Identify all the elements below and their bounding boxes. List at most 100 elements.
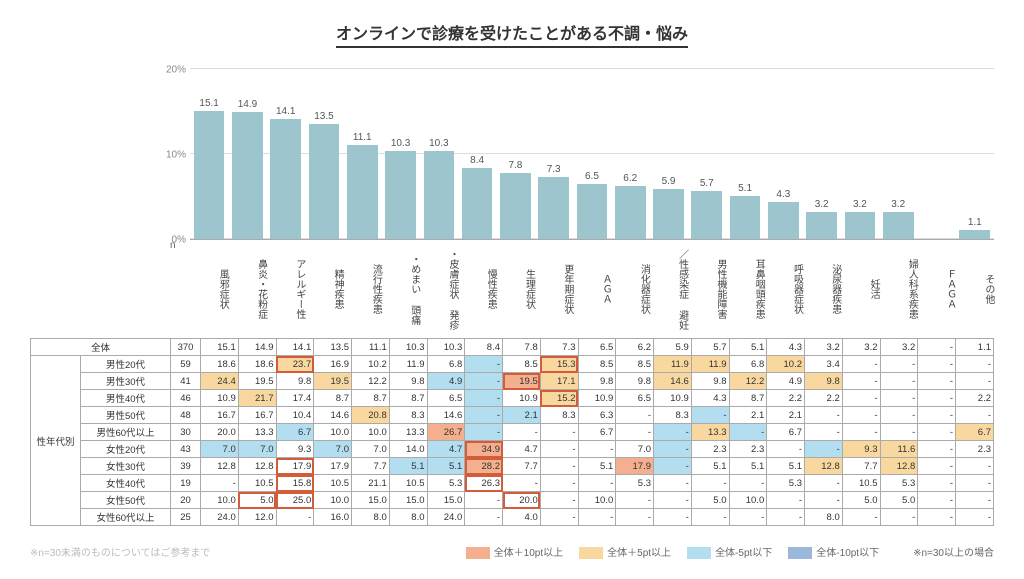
table-cell: - [729, 509, 767, 526]
table-cell: 10.4 [276, 407, 314, 424]
table-cell: 7.8 [503, 339, 541, 356]
table-cell: 11.9 [691, 356, 729, 373]
table-cell: 4.9 [767, 373, 805, 390]
table-cell: 8.3 [654, 407, 692, 424]
n-cell: 20 [171, 492, 201, 509]
table-cell: - [465, 492, 503, 509]
category-label: 消化器症状 [611, 240, 649, 334]
data-table: 全体37015.114.914.113.511.110.310.38.47.87… [30, 338, 994, 526]
bar-value-label: 3.2 [853, 199, 867, 210]
table-cell: 28.2 [465, 458, 503, 475]
table-cell: - [691, 509, 729, 526]
row-header: 男性20代 [81, 356, 171, 373]
table-cell: 10.5 [842, 475, 880, 492]
table-cell: - [465, 407, 503, 424]
n-cell: 59 [171, 356, 201, 373]
table-cell: 5.1 [767, 458, 805, 475]
table-cell: 2.3 [729, 441, 767, 458]
category-label: ＦＡＧＡ [917, 240, 955, 334]
table-cell: 10.0 [314, 492, 352, 509]
table-cell: 8.0 [389, 509, 427, 526]
legend-note-left: ※n=30未満のものについてはご参考まで [30, 544, 210, 559]
table-cell: 10.9 [578, 390, 616, 407]
table-cell: 10.5 [314, 475, 352, 492]
table-cell: 6.2 [616, 339, 654, 356]
table-cell: - [616, 407, 654, 424]
table-cell: - [805, 492, 843, 509]
bar [615, 186, 646, 239]
table-cell: 11.9 [654, 356, 692, 373]
bar-value-label: 15.1 [199, 98, 218, 109]
table-cell: - [767, 441, 805, 458]
table-cell: 7.7 [842, 458, 880, 475]
table-cell: 1.1 [956, 339, 994, 356]
n-cell: 25 [171, 509, 201, 526]
table-cell: - [616, 424, 654, 441]
category-label: 妊活 [841, 240, 879, 334]
table-cell: 3.2 [842, 339, 880, 356]
table-cell: 16.9 [314, 356, 352, 373]
bar [653, 189, 684, 239]
table-cell: - [540, 424, 578, 441]
table-cell: - [918, 339, 956, 356]
table-cell: 10.0 [201, 492, 239, 509]
category-label: ＡＧＡ [573, 240, 611, 334]
table-cell: 3.2 [805, 339, 843, 356]
table-cell: - [956, 475, 994, 492]
table-cell: 7.7 [352, 458, 390, 475]
bar [883, 212, 914, 239]
table-cell: 12.2 [729, 373, 767, 390]
table-cell: 13.3 [389, 424, 427, 441]
table-cell: 2.1 [767, 407, 805, 424]
table-cell: - [918, 407, 956, 424]
table-cell: 16.0 [314, 509, 352, 526]
table-cell: - [842, 390, 880, 407]
category-label: 精神疾患 [305, 240, 343, 334]
table-cell: - [691, 407, 729, 424]
table-cell: 2.2 [767, 390, 805, 407]
table-cell: 14.9 [238, 339, 276, 356]
table-cell: - [654, 492, 692, 509]
table-cell: 17.9 [276, 458, 314, 475]
table-cell: 8.5 [503, 356, 541, 373]
category-label: 流行性疾患 [343, 240, 381, 334]
table-cell: - [805, 475, 843, 492]
table-cell: 11.9 [389, 356, 427, 373]
table-cell: 16.7 [201, 407, 239, 424]
table-cell: 20.0 [201, 424, 239, 441]
table-cell: - [465, 356, 503, 373]
table-cell: - [540, 492, 578, 509]
table-cell: - [880, 407, 918, 424]
table-cell: 12.8 [238, 458, 276, 475]
table-cell: 8.7 [729, 390, 767, 407]
legend-swatch [579, 547, 603, 559]
table-cell: 14.6 [427, 407, 465, 424]
table-cell: 8.3 [540, 407, 578, 424]
table-cell: - [654, 458, 692, 475]
bar [768, 202, 799, 239]
row-header-overall: 全体 [31, 339, 171, 356]
table-cell: 9.8 [276, 373, 314, 390]
bar [462, 168, 493, 239]
bar-value-label: 5.9 [662, 176, 676, 187]
table-cell: 15.1 [201, 339, 239, 356]
table-cell: 26.3 [465, 475, 503, 492]
y-tick: 20% [166, 65, 186, 76]
table-cell: 7.7 [503, 458, 541, 475]
category-label: ・皮膚症状 発疹 [420, 240, 458, 334]
table-cell: 4.7 [427, 441, 465, 458]
table-cell: 20.8 [352, 407, 390, 424]
table-cell: - [880, 390, 918, 407]
table-cell: 2.3 [956, 441, 994, 458]
category-label: 慢性疾患 [458, 240, 496, 334]
table-cell: - [465, 424, 503, 441]
table-cell: 8.4 [465, 339, 503, 356]
bar [270, 119, 301, 239]
table-cell: 7.3 [540, 339, 578, 356]
table-cell: 9.8 [389, 373, 427, 390]
table-cell: - [201, 475, 239, 492]
legend-note-right: ※n=30以上の場合 [913, 544, 994, 559]
table-cell: - [805, 407, 843, 424]
bar [959, 230, 990, 239]
table-cell: - [842, 509, 880, 526]
